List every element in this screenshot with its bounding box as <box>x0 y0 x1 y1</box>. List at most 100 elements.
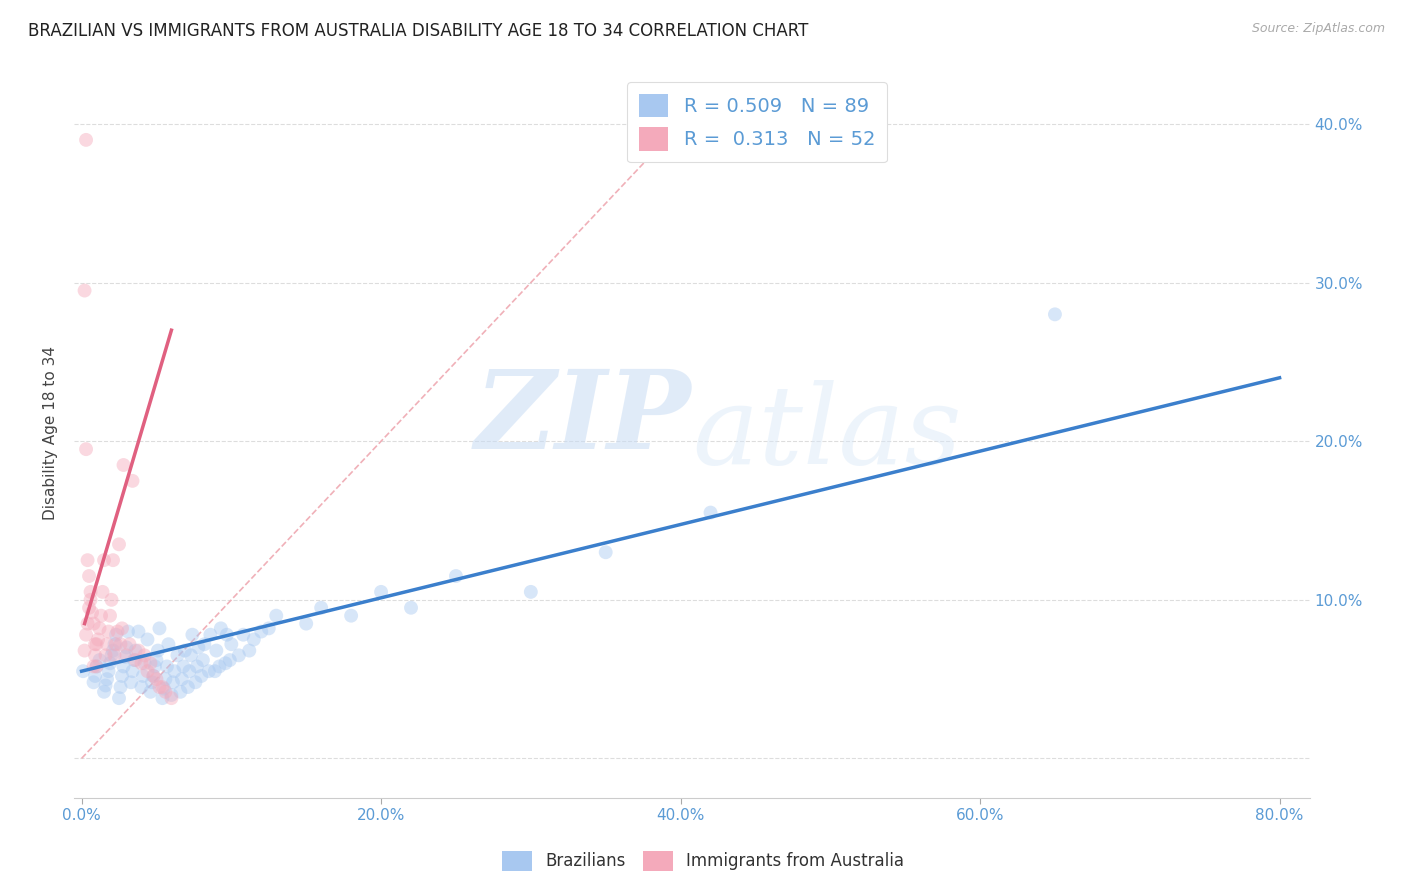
Point <box>89 621 111 635</box>
Point <box>228 648 250 663</box>
Point <box>243 632 266 647</box>
Point <box>83 616 105 631</box>
Point <box>100 648 122 663</box>
Point <box>132 669 155 683</box>
Point <box>142 669 165 683</box>
Point <box>146 643 169 657</box>
Point <box>77 600 100 615</box>
Point <box>169 685 191 699</box>
Point <box>127 624 149 639</box>
Point <box>118 637 141 651</box>
Point <box>1043 307 1066 321</box>
Point <box>264 608 287 623</box>
Point <box>232 628 254 642</box>
Point <box>93 553 115 567</box>
Point <box>120 675 142 690</box>
Point <box>105 628 128 642</box>
Point <box>112 659 135 673</box>
Point <box>84 637 107 651</box>
Point <box>295 616 318 631</box>
Point <box>520 585 543 599</box>
Point <box>75 628 97 642</box>
Point <box>190 669 212 683</box>
Legend: Brazilians, Immigrants from Australia: Brazilians, Immigrants from Australia <box>494 842 912 880</box>
Point <box>122 653 145 667</box>
Point <box>124 643 146 657</box>
Point <box>94 678 117 692</box>
Point <box>108 691 131 706</box>
Point <box>699 506 721 520</box>
Point <box>340 608 363 623</box>
Point <box>174 643 197 657</box>
Point <box>218 653 240 667</box>
Point <box>238 643 260 657</box>
Point <box>257 621 280 635</box>
Point <box>250 624 273 639</box>
Point <box>214 657 236 671</box>
Point <box>309 600 332 615</box>
Point <box>93 685 115 699</box>
Point <box>103 637 125 651</box>
Point <box>143 659 166 673</box>
Point <box>73 284 96 298</box>
Point <box>198 664 221 678</box>
Point <box>187 640 209 655</box>
Point <box>177 680 200 694</box>
Point <box>186 659 208 673</box>
Point <box>131 680 153 694</box>
Point <box>110 637 132 651</box>
Point <box>121 664 143 678</box>
Point <box>191 653 214 667</box>
Point <box>170 672 193 686</box>
Point <box>444 569 467 583</box>
Point <box>163 664 186 678</box>
Point <box>193 637 215 651</box>
Point <box>136 632 159 647</box>
Point <box>86 659 108 673</box>
Point <box>84 669 107 683</box>
Point <box>155 672 177 686</box>
Point <box>595 545 617 559</box>
Point <box>209 621 232 635</box>
Point <box>139 685 162 699</box>
Point <box>215 628 238 642</box>
Point <box>180 648 202 663</box>
Point <box>208 659 231 673</box>
Point <box>107 624 129 639</box>
Point <box>160 688 183 702</box>
Point <box>96 637 118 651</box>
Text: ZIP: ZIP <box>475 365 692 473</box>
Point <box>97 664 120 678</box>
Point <box>111 621 134 635</box>
Point <box>86 659 108 673</box>
Point <box>160 691 183 706</box>
Point <box>117 624 139 639</box>
Point <box>370 585 392 599</box>
Point <box>156 659 179 673</box>
Point <box>110 680 132 694</box>
Point <box>115 648 138 663</box>
Point <box>141 675 163 690</box>
Point <box>204 664 226 678</box>
Point <box>87 632 110 647</box>
Point <box>76 553 98 567</box>
Point <box>172 659 194 673</box>
Legend: R = 0.509   N = 89, R =  0.313   N = 52: R = 0.509 N = 89, R = 0.313 N = 52 <box>627 82 887 162</box>
Point <box>184 675 207 690</box>
Point <box>179 664 201 678</box>
Point <box>83 659 105 673</box>
Point <box>200 628 222 642</box>
Point <box>86 637 108 651</box>
Point <box>148 621 170 635</box>
Point <box>105 637 128 651</box>
Point <box>89 653 111 667</box>
Point <box>97 624 120 639</box>
Point <box>124 653 146 667</box>
Point <box>136 664 159 678</box>
Point <box>84 648 107 663</box>
Point <box>72 664 94 678</box>
Point <box>131 657 153 671</box>
Point <box>96 672 118 686</box>
Point <box>108 537 131 551</box>
Point <box>73 643 96 657</box>
